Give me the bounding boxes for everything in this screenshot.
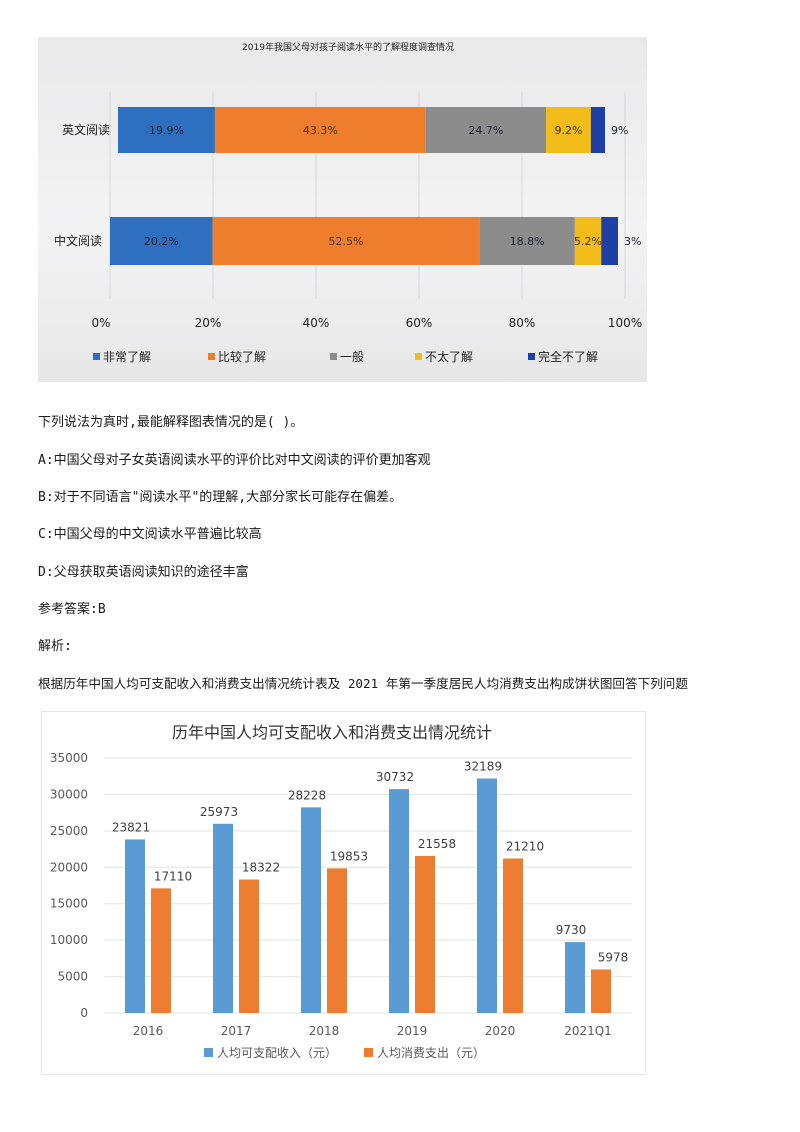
x-tick-label: 2021Q1 xyxy=(564,1024,612,1038)
data-label: 23821 xyxy=(112,820,150,834)
bar-segment xyxy=(110,217,213,265)
legend-swatch xyxy=(528,353,535,360)
bar-segment xyxy=(574,217,602,265)
y-tick-label: 30000 xyxy=(50,787,88,801)
option-d: D:父母获取英语阅读知识的途径丰富 xyxy=(38,565,249,580)
data-label: 20.2% xyxy=(144,235,179,248)
data-label: 30732 xyxy=(376,770,414,784)
data-label: 18322 xyxy=(242,861,280,875)
x-tick-label: 80% xyxy=(509,316,536,330)
x-tick-label: 20% xyxy=(195,316,222,330)
data-label: 32189 xyxy=(464,759,502,773)
bar xyxy=(213,823,233,1013)
x-tick-label: 2020 xyxy=(485,1024,516,1038)
x-tick-label: 60% xyxy=(406,316,433,330)
data-label: 28228 xyxy=(288,788,326,802)
data-label: 9730 xyxy=(556,923,587,937)
data-label: 17110 xyxy=(154,869,192,883)
legend-swatch xyxy=(330,353,337,360)
income-consumption-chart: 历年中国人均可支配收入和消费支出情况统计 23821 17110 25973 1832… xyxy=(41,711,646,1075)
y-tick-label: 20000 xyxy=(50,860,88,874)
chart2-title: 历年中国人均可支配收入和消费支出情况统计 xyxy=(172,723,492,742)
data-label: 21558 xyxy=(418,837,456,851)
x-tick-label: 2018 xyxy=(309,1024,340,1038)
legend-label: 人均消费支出（元） xyxy=(377,1046,485,1060)
legend-label: 非常了解 xyxy=(103,350,151,364)
legend-label: 不太了解 xyxy=(425,349,473,364)
data-label: 43.3% xyxy=(303,124,338,137)
option-a: A:中国父母对子女英语阅读水平的评价比对中文阅读的评价更加客观 xyxy=(38,453,431,468)
bar-segment xyxy=(425,107,547,153)
category-label: 中文阅读 xyxy=(54,233,102,248)
legend-label: 人均可支配收入（元） xyxy=(217,1046,337,1060)
data-label: 24.7% xyxy=(468,124,503,137)
data-label: 18.8% xyxy=(510,235,545,248)
bar-segment xyxy=(479,217,575,265)
y-tick-label: 25000 xyxy=(50,824,88,838)
bar-segment xyxy=(212,217,480,265)
bar xyxy=(503,858,523,1013)
legend-label: 完全不了解 xyxy=(538,349,598,364)
data-label: 19.9% xyxy=(149,124,184,137)
legend-swatch xyxy=(93,353,100,360)
x-tick-label: 2019 xyxy=(397,1024,428,1038)
question-stem: 下列说法为真时,最能解释图表情况的是( )。 xyxy=(38,415,304,430)
x-tick-label: 40% xyxy=(303,316,330,330)
x-tick-label: 0% xyxy=(91,316,110,330)
bar-segment xyxy=(546,107,591,153)
bar xyxy=(415,855,435,1013)
survey-stacked-bar-chart: 2019年我国父母对孩子阅读水平的了解程度调查情况 19.9% 43.3% 24.7… xyxy=(54,41,642,364)
bar xyxy=(151,888,171,1013)
data-label: 5978 xyxy=(598,950,629,964)
x-tick-label: 2016 xyxy=(133,1024,164,1038)
data-label: 21210 xyxy=(506,839,544,853)
bar xyxy=(301,807,321,1013)
bar xyxy=(239,879,259,1013)
x-tick-label: 2017 xyxy=(221,1024,252,1038)
data-label: 3% xyxy=(624,235,641,248)
y-tick-label: 10000 xyxy=(50,933,88,947)
analysis-label: 解析: xyxy=(38,639,72,654)
answer-text: 参考答案:B xyxy=(38,602,106,617)
data-label: 9.2% xyxy=(554,124,582,137)
legend-swatch xyxy=(204,1048,213,1057)
category-label: 英文阅读 xyxy=(62,122,110,137)
data-label: 9% xyxy=(611,124,628,137)
bar-segment xyxy=(214,107,426,153)
bar xyxy=(327,868,347,1013)
y-tick-label: 15000 xyxy=(50,897,88,911)
bar xyxy=(389,789,409,1013)
bar-segment xyxy=(118,107,215,153)
y-tick-label: 5000 xyxy=(57,970,88,984)
bar xyxy=(125,839,145,1013)
y-tick-label: 0 xyxy=(80,1006,88,1020)
chart1-title: 2019年我国父母对孩子阅读水平的了解程度调查情况 xyxy=(242,41,454,53)
x-tick-label: 100% xyxy=(608,316,642,330)
next-question-prompt: 根据历年中国人均可支配收入和消费支出情况统计表及 2021 年第一季度居民人均消… xyxy=(38,676,688,691)
option-b: B:对于不同语言"阅读水平"的理解,大部分家长可能存在偏差。 xyxy=(38,490,403,505)
bar xyxy=(565,942,585,1013)
bar xyxy=(477,778,497,1013)
legend-swatch xyxy=(415,353,422,360)
legend-swatch xyxy=(208,353,215,360)
data-label: 19853 xyxy=(330,849,368,863)
y-tick-label: 35000 xyxy=(50,751,88,765)
data-label: 25973 xyxy=(200,805,238,819)
bar xyxy=(591,969,611,1013)
data-label: 52.5% xyxy=(328,235,363,248)
legend-label: 一般 xyxy=(340,349,364,364)
legend-swatch xyxy=(364,1048,373,1057)
data-label: 5.2% xyxy=(574,235,602,248)
bar-segment xyxy=(601,217,618,265)
legend-label: 比较了解 xyxy=(218,349,266,364)
income-consumption-bar-chart: 历年中国人均可支配收入和消费支出情况统计 23821 17110 25973 1832… xyxy=(50,723,632,1060)
option-c: C:中国父母的中文阅读水平普遍比较高 xyxy=(38,527,262,542)
survey-chart-photo: 2019年我国父母对孩子阅读水平的了解程度调查情况 19.9% 43.3% 24.7… xyxy=(38,37,647,382)
bar-segment xyxy=(590,107,605,153)
